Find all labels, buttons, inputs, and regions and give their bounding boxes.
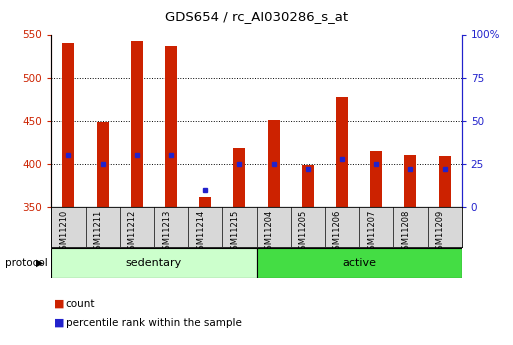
Bar bbox=[404, 155, 417, 207]
Bar bbox=[302, 165, 314, 207]
Bar bbox=[439, 156, 450, 207]
Text: count: count bbox=[66, 299, 95, 308]
Text: ■: ■ bbox=[54, 318, 64, 327]
Bar bbox=[63, 43, 74, 207]
Bar bbox=[336, 97, 348, 207]
Text: sedentary: sedentary bbox=[126, 258, 182, 268]
Text: GSM11204: GSM11204 bbox=[265, 210, 273, 255]
Bar bbox=[370, 151, 382, 207]
Text: GSM11205: GSM11205 bbox=[299, 210, 308, 255]
Bar bbox=[268, 120, 280, 207]
Text: GSM11212: GSM11212 bbox=[128, 210, 137, 255]
Text: ■: ■ bbox=[54, 299, 64, 308]
Text: protocol: protocol bbox=[5, 258, 48, 268]
Text: GSM11206: GSM11206 bbox=[333, 210, 342, 255]
Bar bbox=[131, 41, 143, 207]
Text: GSM11207: GSM11207 bbox=[367, 210, 376, 255]
Bar bbox=[165, 46, 177, 207]
Text: GSM11210: GSM11210 bbox=[60, 210, 68, 255]
Text: GSM11213: GSM11213 bbox=[162, 210, 171, 255]
Text: percentile rank within the sample: percentile rank within the sample bbox=[66, 318, 242, 327]
Bar bbox=[233, 148, 245, 207]
Text: GDS654 / rc_AI030286_s_at: GDS654 / rc_AI030286_s_at bbox=[165, 10, 348, 23]
Bar bbox=[256, 248, 462, 278]
Text: active: active bbox=[342, 258, 376, 268]
Text: GSM11211: GSM11211 bbox=[93, 210, 103, 255]
Text: GSM11214: GSM11214 bbox=[196, 210, 205, 255]
Text: GSM11208: GSM11208 bbox=[401, 210, 410, 255]
Text: ▶: ▶ bbox=[36, 258, 44, 268]
Text: GSM11215: GSM11215 bbox=[230, 210, 240, 255]
Bar bbox=[199, 197, 211, 207]
Bar bbox=[96, 122, 109, 207]
Bar bbox=[51, 248, 256, 278]
Text: GSM11209: GSM11209 bbox=[436, 210, 445, 255]
